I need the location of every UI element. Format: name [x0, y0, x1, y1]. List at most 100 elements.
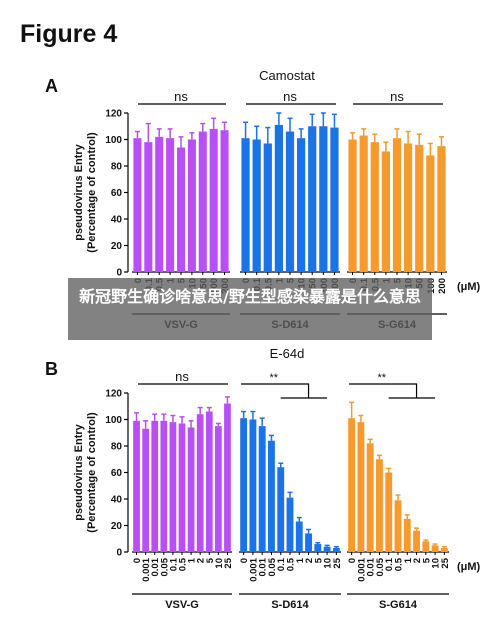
x-tick-label: 1 — [403, 557, 414, 563]
unit-label: (μM) — [457, 561, 481, 573]
x-tick-label: 0.001 — [356, 557, 367, 581]
y-tick-label: 60 — [111, 188, 123, 199]
bar — [178, 423, 186, 552]
chart-title: Camostat — [259, 68, 315, 83]
y-tick-label: 0 — [116, 548, 122, 559]
bar — [133, 420, 140, 552]
y-tick-label: 40 — [111, 215, 123, 226]
bar — [277, 467, 285, 552]
y-tick-label: 80 — [111, 442, 123, 453]
panel-letter: B — [45, 359, 58, 379]
x-tick-label: 10 — [214, 558, 225, 569]
y-axis-label: (Percentage of control) — [86, 132, 98, 253]
bar — [319, 126, 328, 272]
x-tick-label: 5 — [313, 557, 324, 563]
bar — [220, 130, 229, 272]
x-tick-label: 200 — [437, 278, 448, 294]
bar — [155, 136, 164, 272]
bar — [357, 422, 365, 552]
x-tick-label: 2 — [412, 558, 423, 563]
x-tick-label: 0.5 — [394, 557, 405, 571]
bar — [166, 138, 175, 272]
bar — [403, 518, 411, 552]
x-tick-label: 10 — [431, 558, 442, 569]
x-tick-label: 5 — [205, 557, 216, 563]
bar — [413, 530, 420, 552]
x-tick-label: 1 — [295, 557, 306, 563]
y-tick-label: 120 — [105, 389, 122, 400]
bar — [240, 418, 248, 552]
bar — [176, 147, 186, 272]
group-label: S-D614 — [271, 599, 309, 611]
bar — [144, 142, 153, 272]
bar — [437, 146, 446, 272]
bar — [385, 472, 393, 552]
significance-label: ns — [283, 89, 297, 104]
x-tick-label: 0 — [239, 558, 250, 563]
bar — [295, 521, 303, 552]
bar — [224, 403, 231, 552]
significance-label: ** — [377, 372, 386, 384]
bar — [274, 124, 283, 272]
y-tick-label: 80 — [111, 162, 123, 173]
bar — [394, 500, 402, 552]
x-tick-label: 0.01 — [258, 557, 269, 576]
bar — [332, 548, 340, 552]
bar — [252, 139, 261, 272]
group-label: VSV-G — [165, 599, 199, 611]
x-tick-label: 25 — [332, 557, 343, 568]
bar — [209, 128, 218, 272]
bar — [249, 419, 257, 552]
y-tick-label: 100 — [105, 415, 122, 426]
bar — [187, 427, 195, 552]
bar — [422, 541, 430, 552]
y-tick-label: 100 — [105, 135, 122, 146]
bar — [205, 411, 213, 552]
y-tick-label: 40 — [111, 495, 123, 506]
x-tick-label: 1 — [187, 557, 198, 563]
y-tick-label: 0 — [116, 268, 122, 279]
bar — [215, 426, 222, 552]
y-axis-label: pseudovirus Entry — [73, 143, 85, 240]
significance-bracket — [241, 383, 328, 399]
bar — [381, 151, 390, 272]
bar — [348, 418, 356, 552]
x-tick-label: 0.01 — [366, 557, 377, 576]
x-tick-label: 0.5 — [178, 557, 189, 571]
bar — [415, 144, 424, 272]
y-tick-label: 20 — [111, 521, 123, 532]
bar — [263, 143, 272, 272]
bar — [151, 420, 159, 552]
x-tick-label: 0.001 — [141, 557, 152, 581]
x-tick-label: 0 — [347, 558, 358, 563]
overlay-banner: 新冠野生确诊啥意思/野生型感染暴露是什么意思 — [68, 278, 432, 340]
y-axis-label: pseudovirus Entry — [73, 423, 85, 520]
significance-label: ** — [269, 372, 278, 384]
bar — [285, 131, 295, 272]
x-tick-label: 0.05 — [159, 557, 170, 576]
bar — [366, 443, 374, 552]
bar — [370, 142, 379, 272]
chart-title: E-64d — [270, 346, 305, 361]
y-axis-label: (Percentage of control) — [86, 412, 98, 533]
x-tick-label: 0.05 — [267, 557, 278, 576]
y-tick-label: 20 — [111, 241, 123, 252]
x-tick-label: 10 — [323, 558, 334, 569]
x-tick-label: 25 — [223, 557, 234, 568]
bar — [198, 131, 207, 272]
x-tick-label: 0.1 — [384, 557, 395, 571]
x-tick-label: 25 — [440, 557, 451, 568]
bar — [376, 459, 383, 552]
bar — [359, 135, 368, 272]
bar — [160, 420, 168, 552]
bar — [286, 497, 294, 552]
significance-label: ns — [390, 89, 404, 104]
x-tick-label: 5 — [421, 557, 432, 563]
y-tick-label: 120 — [105, 109, 122, 120]
significance-label: ns — [174, 89, 188, 104]
y-tick-label: 60 — [111, 468, 123, 479]
bar — [348, 139, 357, 272]
panel-letter: A — [45, 76, 58, 96]
